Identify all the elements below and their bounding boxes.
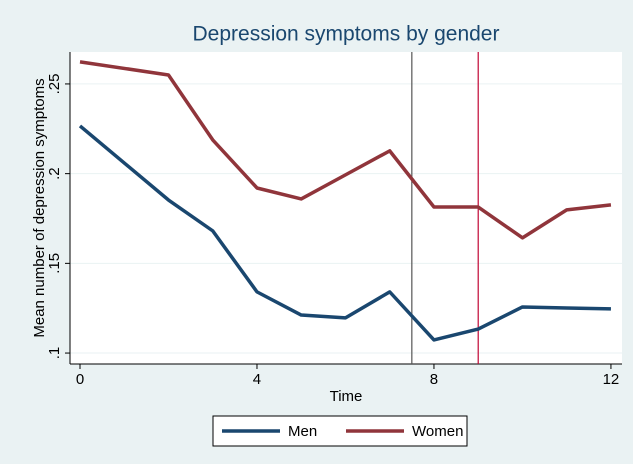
legend-label: Men	[288, 423, 317, 440]
y-axis-label: Mean number of depression symptoms	[31, 78, 48, 337]
x-tick-label: 8	[430, 371, 438, 388]
y-tick-label: .1	[46, 347, 63, 360]
series-line	[79, 60, 612, 240]
x-tick-label: 0	[76, 371, 84, 388]
y-tick-label: .15	[46, 253, 63, 274]
x-tick-label: 4	[253, 371, 261, 388]
series-line	[78, 124, 611, 342]
legend-label: Women	[412, 423, 463, 440]
y-tick-label: .25	[46, 74, 63, 95]
plot-area	[70, 52, 622, 364]
chart-title: Depression symptoms by gender	[193, 23, 500, 46]
x-axis-label: Time	[330, 388, 363, 405]
x-tick-label: 12	[603, 371, 620, 388]
y-tick-label: .2	[46, 167, 63, 180]
